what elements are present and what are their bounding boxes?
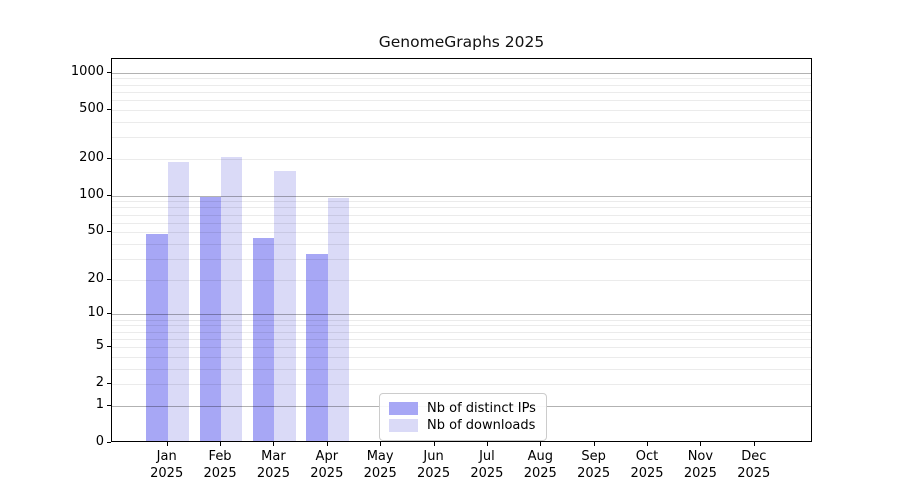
gridline-6 xyxy=(112,339,811,340)
y-tick-label-1000: 1000 xyxy=(70,63,104,79)
legend-label-distinct-ips: Nb of distinct IPs xyxy=(427,401,536,416)
gridline-500 xyxy=(112,110,811,111)
x-tick-label-may: May 2025 xyxy=(363,449,397,481)
y-tick-mark-500 xyxy=(107,108,111,110)
x-tick-label-jun: Jun 2025 xyxy=(417,449,451,481)
x-tick-mark-jul xyxy=(486,442,488,446)
y-tick-label-200: 200 xyxy=(79,149,104,165)
bar-jan-distinct-ips xyxy=(146,234,168,441)
gridline-40 xyxy=(112,244,811,245)
y-tick-mark-2 xyxy=(107,383,111,385)
x-tick-label-feb: Feb 2025 xyxy=(203,449,237,481)
gridline-20 xyxy=(112,280,811,281)
x-tick-mark-oct xyxy=(647,442,649,446)
gridline-3 xyxy=(112,369,811,370)
y-tick-mark-1 xyxy=(107,404,111,406)
gridline-200 xyxy=(112,159,811,160)
y-tick-mark-100 xyxy=(107,194,111,196)
gridline-90 xyxy=(112,201,811,202)
gridline-900 xyxy=(112,78,811,79)
legend-entry-distinct-ips: Nb of distinct IPs xyxy=(389,400,536,417)
bar-apr-distinct-ips xyxy=(306,254,328,441)
x-tick-label-jul: Jul 2025 xyxy=(470,449,504,481)
gridline-9 xyxy=(112,320,811,321)
y-tick-label-5: 5 xyxy=(95,337,104,353)
y-tick-mark-10 xyxy=(107,313,111,315)
x-tick-label-dec: Dec 2025 xyxy=(737,449,771,481)
plot-area: Nb of distinct IPs Nb of downloads xyxy=(111,58,812,442)
x-tick-mark-apr xyxy=(326,442,328,446)
x-tick-label-oct: Oct 2025 xyxy=(630,449,664,481)
bar-mar-downloads xyxy=(274,170,296,441)
y-tick-label-2: 2 xyxy=(95,375,104,391)
gridline-2 xyxy=(112,384,811,385)
legend-swatch-downloads xyxy=(389,419,418,432)
gridline-50 xyxy=(112,232,811,233)
gridline-5 xyxy=(112,347,811,348)
bar-feb-downloads xyxy=(221,157,243,441)
y-tick-mark-5 xyxy=(107,345,111,347)
x-tick-mark-nov xyxy=(700,442,702,446)
y-tick-label-500: 500 xyxy=(79,100,104,116)
gridline-60 xyxy=(112,223,811,224)
legend-label-downloads: Nb of downloads xyxy=(427,418,536,433)
y-tick-label-100: 100 xyxy=(79,186,104,202)
y-tick-mark-1000 xyxy=(107,71,111,73)
x-tick-label-apr: Apr 2025 xyxy=(310,449,344,481)
legend: Nb of distinct IPs Nb of downloads xyxy=(379,393,547,441)
gridline-10 xyxy=(112,314,811,315)
x-tick-mark-mar xyxy=(273,442,275,446)
x-tick-mark-jan xyxy=(166,442,168,446)
x-tick-mark-sep xyxy=(593,442,595,446)
y-tick-label-1: 1 xyxy=(95,396,104,412)
bar-apr-downloads xyxy=(327,198,350,441)
x-tick-label-nov: Nov 2025 xyxy=(683,449,717,481)
gridline-1000 xyxy=(112,73,811,74)
gridline-70 xyxy=(112,215,811,216)
gridline-400 xyxy=(112,122,811,123)
gridline-300 xyxy=(112,137,811,138)
bar-feb-distinct-ips xyxy=(199,197,222,441)
y-tick-label-10: 10 xyxy=(87,305,104,321)
y-tick-label-50: 50 xyxy=(87,223,104,239)
bar-jan-downloads xyxy=(167,162,190,441)
x-tick-mark-aug xyxy=(540,442,542,446)
x-tick-label-mar: Mar 2025 xyxy=(256,449,290,481)
gridline-100 xyxy=(112,196,811,197)
gridline-80 xyxy=(112,207,811,208)
y-tick-label-0: 0 xyxy=(95,434,104,449)
x-tick-label-jan: Jan 2025 xyxy=(150,449,184,481)
gridline-7 xyxy=(112,332,811,333)
gridline-4 xyxy=(112,357,811,358)
legend-swatch-distinct-ips xyxy=(389,402,418,415)
x-tick-mark-feb xyxy=(220,442,222,446)
x-tick-label-aug: Aug 2025 xyxy=(523,449,557,481)
y-tick-mark-50 xyxy=(107,231,111,233)
gridline-8 xyxy=(112,325,811,326)
bar-mar-distinct-ips xyxy=(253,237,275,441)
gridline-800 xyxy=(112,85,811,86)
gridline-30 xyxy=(112,259,811,260)
chart-title: GenomeGraphs 2025 xyxy=(378,33,545,51)
gridline-600 xyxy=(112,100,811,101)
legend-entry-downloads: Nb of downloads xyxy=(389,417,536,434)
x-tick-mark-jun xyxy=(433,442,435,446)
x-tick-mark-may xyxy=(380,442,382,446)
y-tick-mark-20 xyxy=(107,278,111,280)
y-tick-label-20: 20 xyxy=(87,270,104,286)
x-tick-label-sep: Sep 2025 xyxy=(577,449,611,481)
gridline-700 xyxy=(112,92,811,93)
y-tick-mark-200 xyxy=(107,157,111,159)
y-tick-mark-0 xyxy=(107,442,111,443)
x-tick-mark-dec xyxy=(753,442,755,446)
